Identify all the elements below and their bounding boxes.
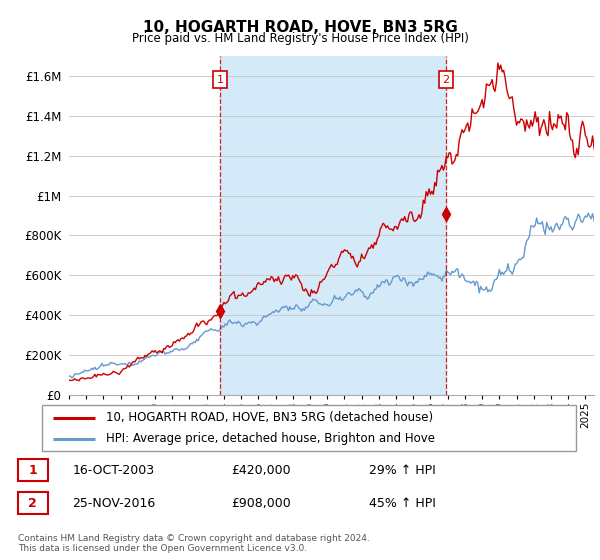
Text: 2: 2 (442, 74, 449, 85)
Text: Price paid vs. HM Land Registry's House Price Index (HPI): Price paid vs. HM Land Registry's House … (131, 32, 469, 45)
FancyBboxPatch shape (18, 459, 48, 481)
Bar (220, 56, 446, 395)
FancyBboxPatch shape (18, 492, 48, 515)
Text: 10, HOGARTH ROAD, HOVE, BN3 5RG (detached house): 10, HOGARTH ROAD, HOVE, BN3 5RG (detache… (106, 411, 433, 424)
Text: 45% ↑ HPI: 45% ↑ HPI (369, 497, 436, 510)
Text: 25-NOV-2016: 25-NOV-2016 (73, 497, 156, 510)
Text: 1: 1 (217, 74, 224, 85)
Text: 29% ↑ HPI: 29% ↑ HPI (369, 464, 436, 477)
Text: HPI: Average price, detached house, Brighton and Hove: HPI: Average price, detached house, Brig… (106, 432, 435, 445)
Text: 10, HOGARTH ROAD, HOVE, BN3 5RG: 10, HOGARTH ROAD, HOVE, BN3 5RG (143, 20, 457, 35)
Text: 1: 1 (28, 464, 37, 477)
Text: This data is licensed under the Open Government Licence v3.0.: This data is licensed under the Open Gov… (18, 544, 307, 553)
Text: £908,000: £908,000 (231, 497, 290, 510)
Text: 2: 2 (28, 497, 37, 510)
Text: 16-OCT-2003: 16-OCT-2003 (73, 464, 155, 477)
Text: Contains HM Land Registry data © Crown copyright and database right 2024.: Contains HM Land Registry data © Crown c… (18, 534, 370, 543)
FancyBboxPatch shape (42, 405, 576, 451)
Text: £420,000: £420,000 (231, 464, 290, 477)
